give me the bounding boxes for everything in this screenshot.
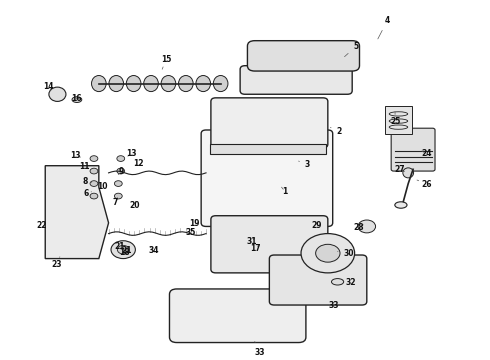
Text: 9: 9: [118, 167, 124, 176]
Text: 14: 14: [44, 82, 54, 91]
Text: 35: 35: [185, 228, 196, 237]
Circle shape: [115, 193, 122, 199]
Circle shape: [117, 246, 129, 254]
Text: 1: 1: [282, 187, 288, 196]
Ellipse shape: [403, 168, 414, 178]
Circle shape: [90, 168, 98, 174]
Text: 29: 29: [311, 221, 322, 230]
Ellipse shape: [72, 97, 82, 103]
FancyBboxPatch shape: [201, 130, 333, 226]
Text: 15: 15: [161, 55, 171, 69]
Text: 33: 33: [254, 342, 265, 357]
Text: 24: 24: [421, 149, 432, 158]
Text: 31: 31: [246, 237, 257, 246]
FancyBboxPatch shape: [391, 128, 435, 171]
Text: 5: 5: [344, 42, 358, 57]
Text: 10: 10: [97, 181, 107, 190]
Circle shape: [90, 156, 98, 161]
Circle shape: [117, 168, 124, 174]
Text: 22: 22: [37, 221, 47, 230]
Text: 20: 20: [129, 201, 140, 210]
Ellipse shape: [126, 76, 141, 91]
Ellipse shape: [395, 202, 407, 208]
Circle shape: [358, 220, 375, 233]
Text: 21: 21: [115, 242, 125, 251]
Circle shape: [115, 181, 122, 186]
Circle shape: [301, 234, 355, 273]
Text: 12: 12: [134, 159, 144, 168]
Text: 8: 8: [82, 176, 92, 185]
Circle shape: [316, 244, 340, 262]
Text: 3: 3: [298, 161, 310, 170]
FancyBboxPatch shape: [211, 216, 328, 273]
Text: 27: 27: [394, 166, 405, 175]
Text: 16: 16: [71, 94, 81, 103]
Ellipse shape: [331, 279, 343, 285]
Text: 6: 6: [83, 189, 92, 198]
Circle shape: [90, 193, 98, 199]
Ellipse shape: [144, 76, 158, 91]
Ellipse shape: [49, 87, 66, 102]
Text: 19: 19: [190, 219, 200, 228]
Text: 4: 4: [378, 16, 390, 39]
Text: 17: 17: [250, 244, 261, 253]
Text: 13: 13: [126, 149, 137, 158]
FancyBboxPatch shape: [170, 289, 306, 342]
Text: 33: 33: [329, 301, 340, 310]
Text: 25: 25: [390, 112, 400, 126]
FancyBboxPatch shape: [211, 98, 328, 148]
Ellipse shape: [213, 76, 228, 91]
Ellipse shape: [92, 76, 106, 91]
Text: 13: 13: [70, 151, 81, 160]
Text: 2: 2: [330, 127, 342, 136]
Text: 7: 7: [113, 198, 118, 207]
Text: 34: 34: [148, 246, 159, 255]
FancyBboxPatch shape: [240, 66, 352, 94]
Polygon shape: [45, 166, 109, 258]
Text: 30: 30: [338, 249, 354, 258]
Ellipse shape: [161, 76, 176, 91]
Text: 21: 21: [122, 246, 132, 255]
FancyBboxPatch shape: [210, 144, 326, 154]
Ellipse shape: [178, 76, 193, 91]
Text: 32: 32: [343, 278, 356, 287]
Ellipse shape: [196, 76, 211, 91]
Text: 18: 18: [120, 248, 130, 257]
Text: 11: 11: [79, 162, 90, 171]
FancyBboxPatch shape: [385, 106, 412, 134]
Circle shape: [90, 181, 98, 186]
Circle shape: [117, 156, 124, 161]
Text: 23: 23: [51, 257, 62, 269]
Text: 26: 26: [417, 180, 432, 189]
Ellipse shape: [109, 76, 123, 91]
Circle shape: [111, 241, 135, 258]
FancyBboxPatch shape: [247, 41, 360, 71]
Text: 28: 28: [353, 222, 364, 231]
FancyBboxPatch shape: [270, 255, 367, 305]
